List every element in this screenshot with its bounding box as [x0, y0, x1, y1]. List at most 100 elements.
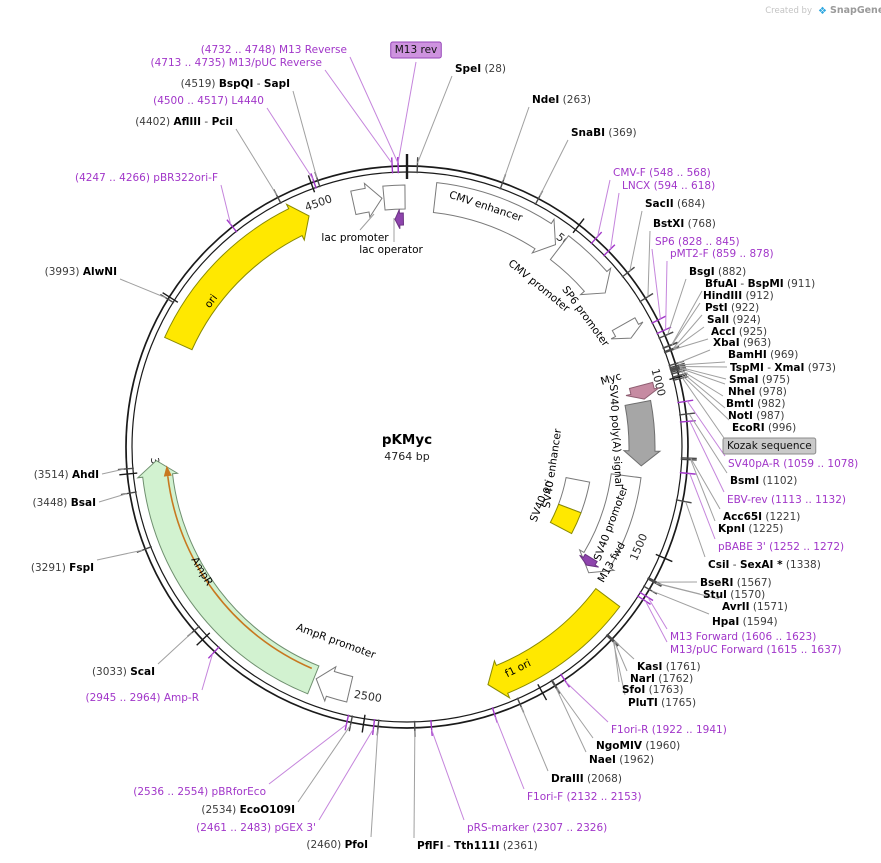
site-tick — [639, 292, 654, 303]
label-nari-1762[interactable]: NarI (1762) — [630, 673, 693, 685]
feature-label-ampr-promoter[interactable]: AmpR promoter — [295, 621, 378, 661]
label-kozak-sequence[interactable]: Kozak sequence — [727, 440, 812, 452]
label-bamhi-969[interactable]: BamHI (969) — [728, 349, 798, 361]
label-3033-scai[interactable]: (3033) ScaI — [92, 666, 155, 678]
feature-lac-operator[interactable] — [382, 184, 406, 211]
label-2461-2483-pgex-3[interactable]: (2461 .. 2483) pGEX 3' — [196, 822, 316, 834]
label-stui-1570[interactable]: StuI (1570) — [703, 589, 765, 601]
label-csii-sexai-1338[interactable]: CsiI - SexAI * (1338) — [708, 559, 821, 571]
label-acci-925[interactable]: AccI (925) — [711, 326, 767, 338]
feature-m13-rev-primer-site[interactable] — [394, 209, 404, 229]
label-xbai-963[interactable]: XbaI (963) — [713, 337, 771, 349]
label-noti-987[interactable]: NotI (987) — [728, 410, 785, 422]
label-pmt2-f-859-878[interactable]: pMT2-F (859 .. 878) — [670, 248, 774, 260]
label-sacii-684[interactable]: SacII (684) — [645, 198, 705, 210]
leader-line — [610, 192, 620, 250]
label-bseri-1567[interactable]: BseRI (1567) — [700, 577, 772, 589]
label-smai-975[interactable]: SmaI (975) — [729, 374, 790, 386]
label-acc65i-1221[interactable]: Acc65I (1221) — [723, 511, 800, 523]
label-hpai-1594[interactable]: HpaI (1594) — [712, 616, 778, 628]
label-4519-bspqi-sapi[interactable]: (4519) BspQI - SapI — [181, 78, 290, 90]
label-pflfi-tth111i-2361[interactable]: PflFI - Tth111I (2361) — [417, 840, 538, 852]
feature-cmv-promoter[interactable] — [549, 235, 612, 296]
label-3993-alwni[interactable]: (3993) AlwNI — [45, 266, 117, 278]
label-4247-4266-pbr322ori-f[interactable]: (4247 .. 4266) pBR322ori-F — [75, 172, 218, 184]
label-bfuai-bspmi-911[interactable]: BfuAI - BspMI (911) — [705, 278, 815, 290]
feature-label-lac-promoter[interactable]: lac promoter — [321, 232, 389, 244]
label-sv40pa-r-1059-1078[interactable]: SV40pA-R (1059 .. 1078) — [728, 458, 858, 470]
label-cmv-f-548-568[interactable]: CMV-F (548 .. 568) — [613, 167, 711, 179]
feature-sp6-promoter[interactable] — [610, 317, 644, 340]
feature-sv40-ori[interactable] — [549, 503, 582, 535]
label-bstxi-768[interactable]: BstXI (768) — [653, 218, 716, 230]
label-bmti-982[interactable]: BmtI (982) — [726, 398, 785, 410]
label-ecori-996[interactable]: EcoRI (996) — [732, 422, 796, 434]
label-2536-2554-pbrforeco[interactable]: (2536 .. 2554) pBRforEco — [133, 786, 266, 798]
site-tick — [371, 718, 376, 736]
feature-ampr[interactable] — [136, 459, 320, 695]
feature-m13-fwd-primer-site[interactable] — [579, 553, 599, 568]
label-4402-afliii-pcii[interactable]: (4402) AflIII - PciI — [135, 116, 233, 128]
label-2945-2964-amp-r[interactable]: (2945 .. 2964) Amp-R — [86, 692, 200, 704]
site-tick — [671, 372, 688, 378]
label-2460-pfoi[interactable]: (2460) PfoI — [306, 839, 368, 851]
label-naei-1962[interactable]: NaeI (1962) — [589, 754, 654, 766]
feature-label-lac-operator[interactable]: lac operator — [359, 244, 423, 256]
leader-line — [220, 184, 232, 225]
label-spei-28[interactable]: SpeI (28) — [455, 63, 506, 75]
label-f1ori-f-2132-2153[interactable]: F1ori-F (2132 .. 2153) — [527, 791, 642, 803]
label-hindiii-912[interactable]: HindIII (912) — [703, 290, 774, 302]
label-kasi-1761[interactable]: KasI (1761) — [637, 661, 701, 673]
feature-label-sv40-poly-a-signal[interactable]: SV40 poly(A) signal — [607, 384, 625, 487]
feature-label-myc[interactable]: Myc — [599, 370, 623, 388]
label-tspmi-xmai-973[interactable]: TspMI - XmaI (973) — [730, 362, 836, 374]
label-kpni-1225[interactable]: KpnI (1225) — [718, 523, 783, 535]
site-tick — [207, 646, 220, 659]
label-m13-forward-1606-1623[interactable]: M13 Forward (1606 .. 1623) — [670, 631, 816, 643]
tick-4000 — [162, 292, 179, 303]
feature-ampr-promoter[interactable] — [315, 665, 354, 703]
site-tick — [670, 365, 686, 372]
site-tick — [670, 367, 687, 374]
feature-f1-ori[interactable] — [487, 587, 621, 700]
label-m13-puc-forward-1615-1637[interactable]: M13/pUC Forward (1615 .. 1637) — [670, 644, 842, 656]
label-sfoi-1763[interactable]: SfoI (1763) — [622, 684, 684, 696]
site-tick — [670, 369, 687, 375]
label-avrii-1571[interactable]: AvrII (1571) — [722, 601, 788, 613]
leader-line — [682, 377, 725, 439]
label-3291-fspi[interactable]: (3291) FspI — [31, 562, 94, 574]
feature-sv40-poly-a-signal[interactable] — [622, 399, 662, 467]
label-3514-ahdi[interactable]: (3514) AhdI — [34, 469, 99, 481]
leader-line — [503, 106, 530, 181]
label-prs-marker-2307-2326[interactable]: pRS-marker (2307 .. 2326) — [467, 822, 607, 834]
leader-line — [597, 179, 611, 237]
label-pbabe-3-1252-1272[interactable]: pBABE 3' (1252 .. 1272) — [718, 541, 844, 553]
label-psti-922[interactable]: PstI (922) — [705, 302, 759, 314]
feature-myc[interactable] — [625, 381, 660, 400]
label-pluti-1765[interactable]: PluTI (1765) — [628, 697, 696, 709]
label-4732-4748-m13-reverse[interactable]: (4732 .. 4748) M13 Reverse — [201, 44, 347, 56]
label-3448-bsai[interactable]: (3448) BsaI — [32, 497, 96, 509]
label-4500-4517-l4440[interactable]: (4500 .. 4517) L4440 — [153, 95, 264, 107]
label-ndei-263[interactable]: NdeI (263) — [532, 94, 591, 106]
label-nhei-978[interactable]: NheI (978) — [728, 386, 787, 398]
label-bsmi-1102[interactable]: BsmI (1102) — [730, 475, 797, 487]
label-ngomiv-1960[interactable]: NgoMIV (1960) — [596, 740, 680, 752]
label-f1ori-r-1922-1941[interactable]: F1ori-R (1922 .. 1941) — [611, 724, 727, 736]
label-ebv-rev-1113-1132[interactable]: EBV-rev (1113 .. 1132) — [727, 494, 846, 506]
ampr-direction — [166, 476, 313, 670]
label-m13-rev[interactable]: M13 rev — [395, 44, 438, 56]
label-sali-924[interactable]: SalI (924) — [707, 314, 761, 326]
site-tick — [662, 342, 678, 350]
label-box-kozak-sequence — [722, 437, 817, 455]
label-snabi-369[interactable]: SnaBI (369) — [571, 127, 637, 139]
label-sp6-828-845[interactable]: SP6 (828 .. 845) — [655, 236, 740, 248]
feature-lac-promoter[interactable] — [350, 182, 383, 219]
label-draiii-2068[interactable]: DraIII (2068) — [551, 773, 622, 785]
label-2534-ecoo109i[interactable]: (2534) EcoO109I — [201, 804, 295, 816]
label-4713-4735-m13-puc-reverse[interactable]: (4713 .. 4735) M13/pUC Reverse — [150, 57, 322, 69]
feature-cmv-enhancer[interactable] — [432, 182, 557, 254]
label-bsgi-882[interactable]: BsgI (882) — [689, 266, 746, 278]
feature-ori[interactable] — [163, 203, 310, 351]
label-lncx-594-618[interactable]: LNCX (594 .. 618) — [622, 180, 715, 192]
